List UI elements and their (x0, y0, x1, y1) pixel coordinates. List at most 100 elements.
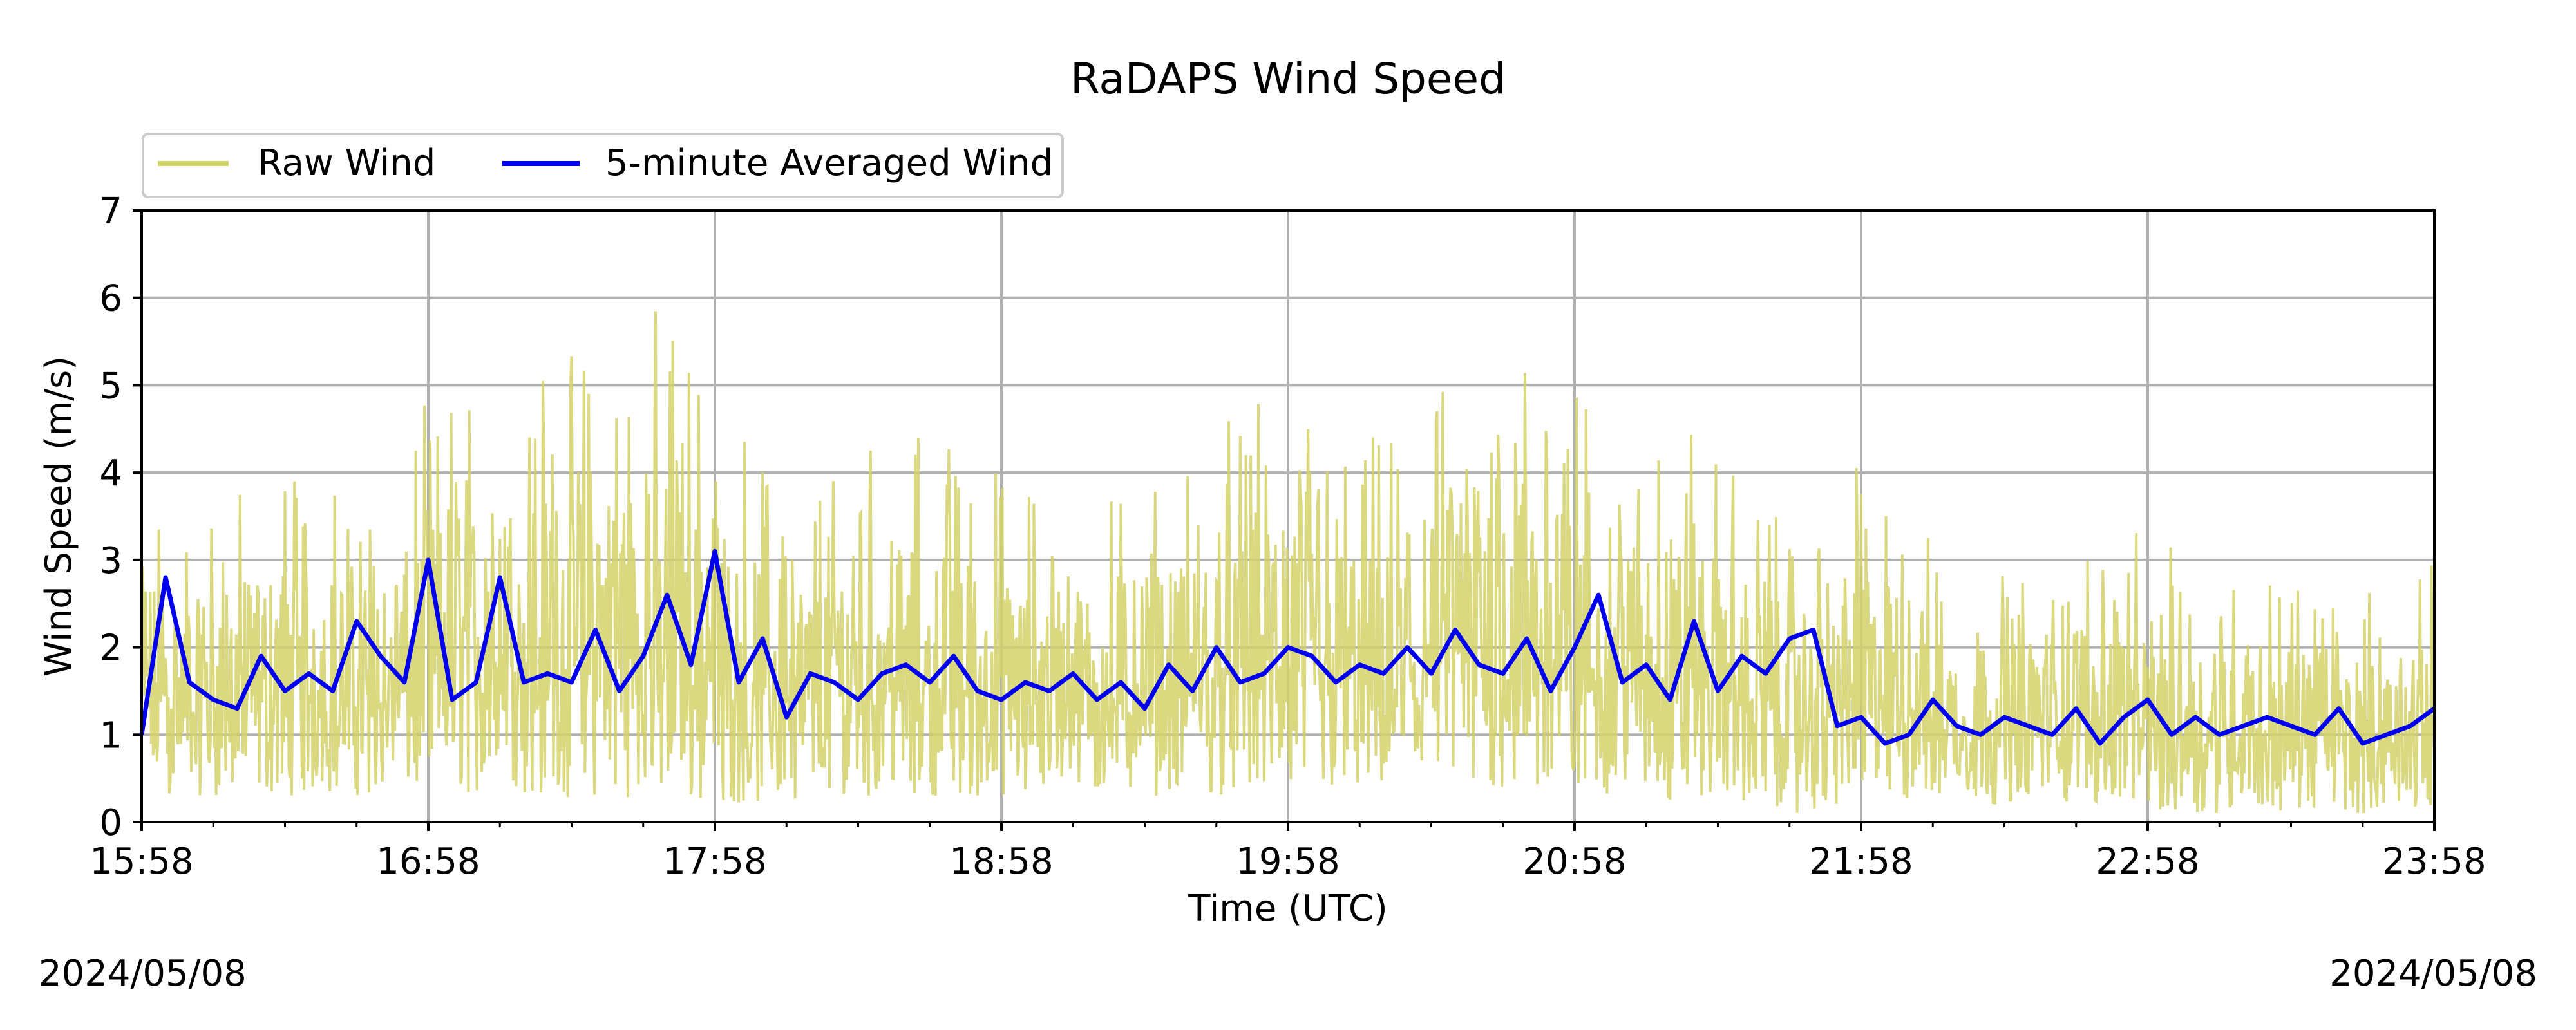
averaged-wind-point (498, 576, 502, 579)
averaged-wind-point (1119, 680, 1122, 684)
averaged-wind-point (1311, 655, 1314, 658)
y-tick-label: 2 (99, 628, 122, 670)
legend-label-averaged-wind: 5-minute Averaged Wind (605, 142, 1053, 184)
legend-box (142, 133, 1064, 198)
averaged-wind-point (1167, 663, 1170, 666)
y-tick-label: 3 (99, 540, 122, 582)
averaged-wind-point (212, 698, 215, 701)
averaged-wind-point (2313, 733, 2316, 736)
averaged-wind-point (833, 680, 836, 684)
averaged-wind-point (928, 680, 931, 684)
averaged-wind-point (2170, 733, 2174, 736)
averaged-wind-point (1262, 672, 1265, 675)
averaged-wind-point (880, 672, 884, 675)
averaged-wind-point (355, 619, 358, 623)
averaged-wind-point (307, 672, 310, 675)
x-tick-label: 16:58 (376, 841, 480, 883)
y-tick-label: 5 (99, 365, 122, 407)
averaged-wind-point (785, 716, 788, 719)
averaged-wind-point (2194, 716, 2197, 719)
averaged-wind-point (1215, 646, 1218, 649)
x-tick-label: 15:58 (90, 841, 193, 883)
averaged-wind-point (737, 680, 741, 684)
averaged-wind-point (283, 689, 287, 693)
averaged-wind-point (1645, 663, 1648, 666)
averaged-wind-point (1191, 689, 1194, 693)
averaged-wind-point (1525, 637, 1528, 640)
averaged-wind-point (1669, 698, 1672, 701)
averaged-wind-point (2361, 742, 2364, 745)
x-axis-ticks: 15:58 16:58 17:58 18:58 19:58 20:58 21:58 22:58… (90, 822, 2486, 883)
averaged-wind-point (236, 707, 239, 710)
averaged-wind-point (260, 655, 263, 658)
averaged-wind-point (2098, 742, 2101, 745)
x-axis-label: Time (UTC) (1188, 888, 1388, 930)
averaged-wind-point (1573, 646, 1576, 649)
x-tick-label: 18:58 (949, 841, 1053, 883)
averaged-wind-point (1287, 646, 1289, 649)
legend: Raw Wind 5-minute Averaged Wind (142, 133, 1064, 198)
averaged-wind-point (1884, 742, 1887, 745)
averaged-wind-point (2289, 724, 2293, 727)
averaged-wind-point (522, 680, 526, 684)
raw-wind-series (140, 311, 2436, 814)
averaged-wind-point (952, 655, 955, 658)
averaged-wind-point (1000, 698, 1003, 701)
averaged-wind-point (2385, 733, 2388, 736)
averaged-wind-point (1812, 628, 1815, 632)
averaged-wind-point (714, 550, 716, 553)
averaged-wind-point (689, 663, 692, 666)
y-axis-ticks: 0 1 2 3 4 5 6 7 (99, 191, 142, 844)
y-tick-label: 7 (99, 191, 122, 232)
averaged-wind-point (2218, 733, 2221, 736)
averaged-wind-point (1406, 646, 1409, 649)
averaged-wind-point (1048, 689, 1051, 693)
averaged-wind-point (379, 655, 382, 658)
y-tick-label: 4 (99, 453, 122, 494)
averaged-wind-point (1955, 724, 1958, 727)
legend-label-raw-wind: Raw Wind (258, 142, 435, 184)
averaged-wind-point (1788, 637, 1791, 640)
averaged-wind-point (2146, 698, 2149, 701)
averaged-wind-point (2409, 724, 2412, 727)
x-tick-label: 23:58 (2382, 841, 2486, 883)
averaged-wind-point (2122, 716, 2125, 719)
y-axis-label: Wind Speed (m/s) (38, 356, 80, 677)
averaged-wind-point (546, 672, 549, 675)
averaged-wind-point (1764, 672, 1767, 675)
averaged-wind-point (2050, 733, 2054, 736)
averaged-wind-point (427, 558, 430, 561)
x-tick-label: 17:58 (663, 841, 766, 883)
averaged-wind-point (1501, 672, 1504, 675)
averaged-wind-point (665, 594, 668, 597)
averaged-wind-point (1908, 733, 1911, 736)
averaged-wind-point (1716, 689, 1719, 693)
averaged-wind-point (2266, 716, 2269, 719)
averaged-wind-point (1979, 733, 1982, 736)
averaged-wind-point (1024, 680, 1027, 684)
averaged-wind-point (451, 698, 454, 701)
averaged-wind-point (1597, 594, 1600, 597)
averaged-wind-series (139, 548, 2436, 746)
y-tick-label: 6 (99, 278, 122, 320)
averaged-wind-point (1334, 680, 1338, 684)
averaged-wind-point (641, 655, 645, 658)
averaged-wind-point (618, 689, 621, 693)
averaged-wind-point (188, 680, 191, 684)
averaged-wind-point (2074, 707, 2078, 710)
averaged-wind-point (570, 680, 573, 684)
averaged-wind-point (2337, 707, 2340, 710)
averaged-wind-point (475, 680, 478, 684)
averaged-wind-point (1454, 628, 1457, 632)
averaged-wind-point (1692, 619, 1696, 623)
x-tick-label: 22:58 (2096, 841, 2199, 883)
averaged-wind-point (2242, 724, 2245, 727)
averaged-wind-point (1621, 680, 1624, 684)
averaged-wind-point (1143, 707, 1146, 710)
averaged-wind-point (1860, 716, 1862, 719)
chart-title: RaDAPS Wind Speed (1070, 54, 1506, 104)
averaged-wind-point (164, 576, 167, 579)
averaged-wind-point (1931, 698, 1935, 701)
end-date-label: 2024/05/08 (2329, 953, 2537, 995)
